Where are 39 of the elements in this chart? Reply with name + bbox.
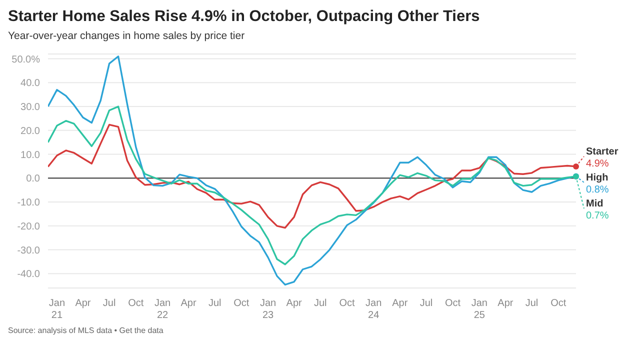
x-tick-label: Apr — [392, 298, 408, 309]
y-tick-label: 40.0 — [20, 78, 40, 90]
y-tick-label: -20.0 — [17, 221, 40, 232]
data-label: 4.9% — [586, 158, 609, 170]
y-tick-label: -10.0 — [17, 198, 40, 209]
x-tick-label: Jan 24 — [366, 298, 382, 321]
source-note: Source: analysis of MLS data • Get the data — [8, 326, 164, 335]
x-tick-label: Jul — [314, 298, 327, 309]
data-label: 0.7% — [586, 210, 609, 222]
x-tick-label: Apr — [180, 298, 197, 309]
x-tick-label: Oct — [128, 298, 144, 309]
y-tick-label: 10.0 — [20, 150, 40, 161]
y-tick-label: 20.0 — [20, 126, 40, 137]
y-tick-label: 50.0% — [12, 54, 40, 66]
x-tick-label: Oct — [550, 298, 566, 309]
x-tick-label: Jan 21 — [48, 298, 66, 321]
series-label: High — [586, 172, 608, 184]
x-tick-label: Jul — [420, 298, 433, 309]
x-tick-label: Oct — [234, 298, 250, 309]
x-tick-label: Oct — [445, 298, 461, 309]
y-tick-label: 0.0 — [26, 174, 40, 185]
y-tick-label: -30.0 — [17, 245, 40, 256]
x-tick-label: Apr — [286, 298, 303, 309]
x-tick-label: Jan 23 — [260, 298, 276, 321]
x-tick-label: Jul — [525, 298, 538, 309]
data-label: 0.8% — [586, 184, 609, 196]
y-tick-label: 30.0 — [20, 102, 40, 114]
x-tick-label: Jan 25 — [471, 298, 488, 321]
x-tick-label: Apr — [498, 298, 514, 309]
x-tick-label: Jul — [208, 298, 222, 309]
series-label: Starter — [586, 146, 618, 158]
x-tick-label: Jan 22 — [154, 298, 171, 321]
chart-title: Starter Home Sales Rise 4.9% in October, Outpacing Other Tiers — [8, 8, 481, 26]
x-tick-label: Jul — [102, 298, 116, 309]
text: Mid — [586, 198, 604, 210]
x-tick-label: Apr — [75, 298, 92, 309]
chart-subtitle: Year-over-year changes in home sales by price tier — [8, 30, 246, 42]
x-tick-label: Oct — [339, 298, 355, 309]
y-tick-label: -40.0 — [17, 269, 40, 280]
